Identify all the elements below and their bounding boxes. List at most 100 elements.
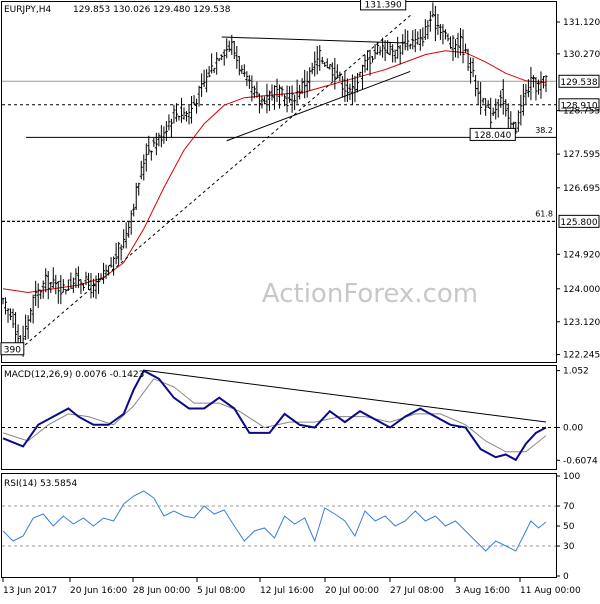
ohlc-bar bbox=[459, 28, 463, 56]
watermark: ActionForex.com bbox=[262, 279, 478, 309]
ohlc-bar bbox=[298, 84, 302, 100]
price-axis-label: 130.270 bbox=[563, 50, 600, 60]
macd-main-path bbox=[2, 369, 547, 462]
ohlc-bar bbox=[531, 75, 535, 88]
ohlc-bar bbox=[79, 279, 83, 295]
ohlc-bar bbox=[66, 279, 70, 291]
price-axis-label: 124.000 bbox=[563, 285, 600, 295]
ohlc-bar bbox=[167, 114, 171, 131]
ohlc-bar bbox=[187, 105, 191, 125]
ohlc-bar bbox=[355, 73, 359, 93]
ohlc-bar bbox=[114, 242, 118, 265]
ohlc-bar bbox=[406, 30, 410, 51]
ohlc-bar bbox=[471, 57, 475, 78]
ohlc-bar bbox=[491, 107, 495, 117]
ohlc-bar bbox=[521, 83, 525, 116]
price-annotation-text: 131.390 bbox=[365, 0, 402, 10]
macd-panel bbox=[1, 365, 557, 470]
rsi-axis-label: 50 bbox=[563, 522, 575, 532]
ohlc-bar bbox=[295, 79, 299, 104]
ohlc-bar bbox=[177, 115, 181, 121]
ohlc-bar bbox=[39, 289, 43, 300]
ohlc-bar bbox=[290, 85, 294, 113]
ohlc-bar bbox=[411, 30, 415, 50]
ohlc-bar bbox=[232, 40, 236, 59]
ohlc-bar bbox=[31, 294, 35, 324]
macd-axis-label: 0.00 bbox=[563, 423, 583, 433]
moving-average-line bbox=[2, 50, 547, 294]
ohlc-bar bbox=[428, 11, 432, 32]
price-axis-label: 127.595 bbox=[563, 150, 600, 160]
ohlc-bar bbox=[469, 57, 473, 84]
ohlc-bar bbox=[250, 75, 254, 102]
ohlc-bar bbox=[363, 55, 367, 73]
ohlc-bar bbox=[92, 278, 95, 298]
ohlc-bar bbox=[84, 271, 88, 286]
ohlc-bar bbox=[104, 264, 108, 279]
ohlc-bar bbox=[46, 271, 50, 300]
ohlc-bar bbox=[195, 98, 199, 114]
ohlc-bar bbox=[288, 86, 292, 103]
ohlc-bar bbox=[99, 273, 103, 280]
time-axis-label: 12 Jul 16:00 bbox=[260, 586, 314, 596]
ohlc-bar bbox=[536, 79, 540, 95]
ohlc-bar bbox=[358, 71, 362, 77]
ohlc-bar bbox=[237, 56, 241, 76]
price-axis-label: 126.695 bbox=[563, 184, 600, 194]
ohlc-bar bbox=[526, 79, 530, 98]
ohlc-bar bbox=[61, 279, 65, 293]
ohlc-bar bbox=[310, 62, 314, 75]
fibonacci-label: 38.2 bbox=[535, 126, 553, 135]
ohlc-bar bbox=[333, 57, 337, 90]
ohlc-bar bbox=[318, 45, 322, 71]
ohlc-bar bbox=[192, 95, 196, 105]
ohlc-bar bbox=[86, 272, 90, 291]
ohlc-bar bbox=[431, 2, 435, 18]
ohlc-bar bbox=[154, 132, 158, 156]
ohlc-bar bbox=[260, 95, 264, 109]
ohlc-bar bbox=[164, 121, 168, 142]
ohlc-bar bbox=[506, 103, 510, 130]
ohlc-bar bbox=[371, 56, 375, 63]
price-annotation-box bbox=[360, 0, 407, 11]
ohlc-bar bbox=[456, 32, 460, 59]
ohlc-bar bbox=[71, 277, 75, 293]
ohlc-bar bbox=[438, 24, 442, 40]
ohlc-bar bbox=[300, 78, 304, 94]
ohlc-bar bbox=[539, 71, 543, 99]
ohlc-bar bbox=[225, 38, 229, 59]
price-annotation-text: 390 bbox=[4, 345, 21, 355]
ohlc-bar bbox=[443, 29, 447, 40]
ohlc-bar bbox=[466, 48, 470, 71]
ohlc-bar bbox=[343, 71, 347, 102]
ohlc-bar bbox=[416, 31, 420, 45]
ohlc-bar bbox=[169, 118, 173, 138]
ohlc-bar bbox=[9, 308, 13, 321]
ohlc-bar bbox=[16, 324, 20, 344]
ohlc-bar bbox=[421, 27, 425, 47]
ohlc-bar bbox=[446, 33, 450, 42]
ohlc-bar bbox=[436, 13, 440, 35]
rsi-title: RSI(14) 53.5854 bbox=[4, 479, 77, 489]
ohlc-bar bbox=[252, 85, 256, 99]
ohlc-bar bbox=[391, 44, 395, 63]
rsi-axis-label: 30 bbox=[563, 542, 575, 552]
ohlc-bar bbox=[448, 36, 452, 49]
price-trendline bbox=[226, 70, 411, 142]
price-panel bbox=[1, 1, 557, 363]
ohlc-bar bbox=[11, 308, 15, 328]
time-axis-label: 13 Jun 2017 bbox=[3, 586, 57, 596]
price-axis-label: 124.920 bbox=[563, 250, 600, 260]
ohlc-bar bbox=[185, 111, 189, 122]
moving-average-path bbox=[2, 50, 547, 294]
ohlc-bar bbox=[210, 53, 214, 74]
price-axis-marker bbox=[558, 98, 600, 112]
ohlc-bar bbox=[499, 90, 503, 108]
ohlc-bar bbox=[305, 71, 309, 98]
ohlc-bar bbox=[144, 143, 148, 172]
macd-title: MACD(12,26,9) 0.0076 -0.1423 bbox=[4, 370, 144, 380]
price-header-ohlc: 129.853 130.026 129.480 129.538 bbox=[73, 5, 231, 15]
macd-lines bbox=[2, 369, 547, 462]
time-axis-label: 3 Aug 16:00 bbox=[455, 586, 510, 596]
